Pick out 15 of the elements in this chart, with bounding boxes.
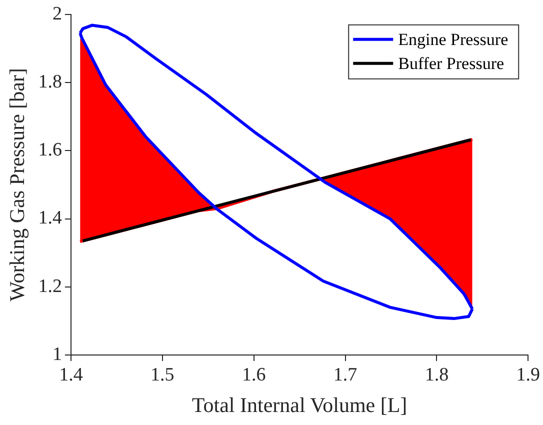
legend-label: Engine Pressure <box>398 30 508 49</box>
x-tick-label: 1.6 <box>242 364 266 386</box>
y-tick-label: 1.6 <box>38 140 62 161</box>
y-tick-label: 1.4 <box>38 208 62 229</box>
y-axis-title: Working Gas Pressure [bar] <box>5 68 30 302</box>
y-tick-label: 1 <box>52 344 62 365</box>
x-tick-label: 1.9 <box>516 364 540 386</box>
y-tick-label: 2 <box>52 3 62 24</box>
y-tick-label: 1.8 <box>38 72 62 93</box>
y-tick-label: 1.2 <box>38 276 62 297</box>
x-tick-label: 1.5 <box>150 364 174 386</box>
x-tick-label: 1.7 <box>333 364 358 386</box>
x-axis-title: Total Internal Volume [L] <box>192 392 408 417</box>
x-tick-label: 1.8 <box>424 364 449 386</box>
legend-label: Buffer Pressure <box>398 54 504 73</box>
